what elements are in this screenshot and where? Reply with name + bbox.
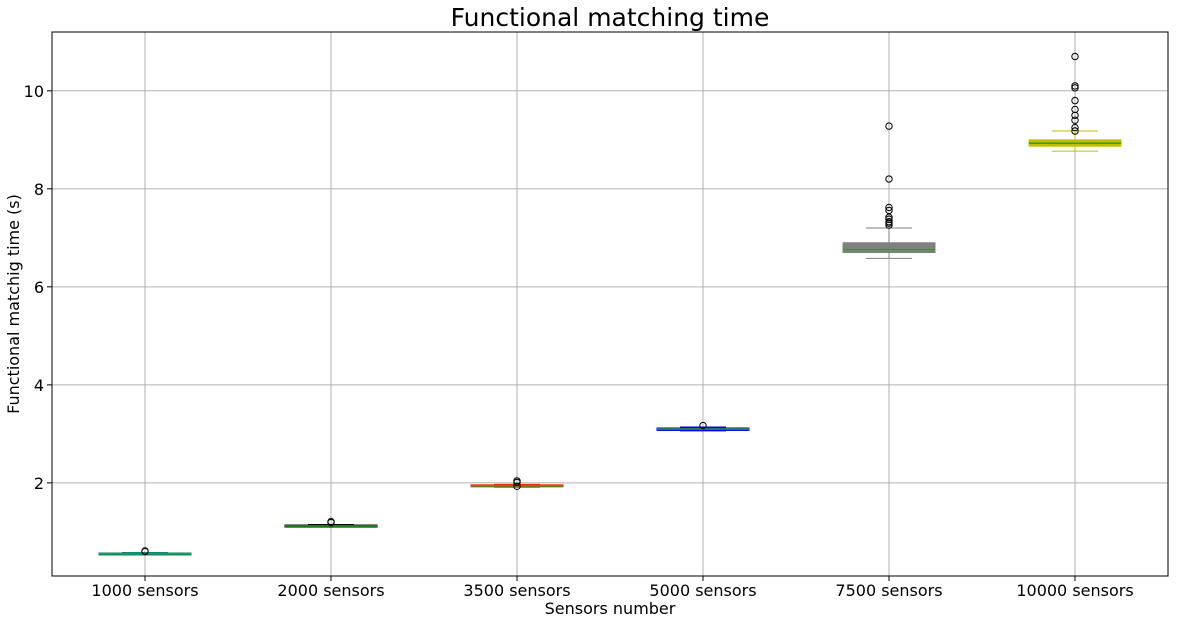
y-tick-label: 6 [34,278,44,297]
box-group [98,547,192,556]
outlier-point [1071,127,1079,135]
outlier-point [885,217,893,226]
y-axis-ticks: 2 4 6 8 10 [24,82,52,493]
outlier-point [1071,105,1079,114]
box-series [98,52,1122,556]
box-group [1028,52,1122,152]
y-tick-label: 10 [24,82,44,101]
chart-title: Functional matching time [451,3,770,32]
outlier-point [885,175,893,183]
x-tick-label: 1000 sensors [91,581,198,600]
outlier-point [1071,84,1079,92]
x-axis-label: Sensors number [545,599,676,618]
x-tick-label: 3500 sensors [463,581,570,600]
x-axis-ticks: 1000 sensors 2000 sensors 3500 sensors 5000… [91,576,1134,600]
box-group [470,477,564,491]
box [842,242,936,254]
x-tick-label: 5000 sensors [649,581,756,600]
outlier-point [513,482,521,491]
outlier-point [885,215,893,223]
outlier-point [885,122,893,130]
outlier-point [885,206,893,215]
y-tick-label: 4 [34,376,44,395]
outlier-point [327,517,335,526]
outlier-point [1071,123,1079,132]
outlier-point [141,547,149,555]
x-tick-label: 2000 sensors [277,581,384,600]
outlier-point [1071,82,1079,90]
outlier-point [1071,116,1079,124]
box-group [842,122,936,259]
outlier-point [1071,96,1079,105]
outlier-point [885,221,893,229]
outlier-point [513,477,521,485]
outlier-point [885,203,893,212]
y-tick-label: 2 [34,474,44,493]
y-axis-label: Functional matchig time (s) [4,194,23,414]
x-tick-label: 7500 sensors [835,581,942,600]
grid-lines [52,32,1168,576]
box-group [656,421,750,432]
box-group [284,517,378,528]
plot-area-frame [51,31,1169,577]
outlier-point [699,421,707,430]
outlier-point [1071,111,1079,120]
y-tick-label: 8 [34,180,44,199]
x-tick-label: 10000 sensors [1016,581,1133,600]
outlier-point [1071,52,1079,61]
